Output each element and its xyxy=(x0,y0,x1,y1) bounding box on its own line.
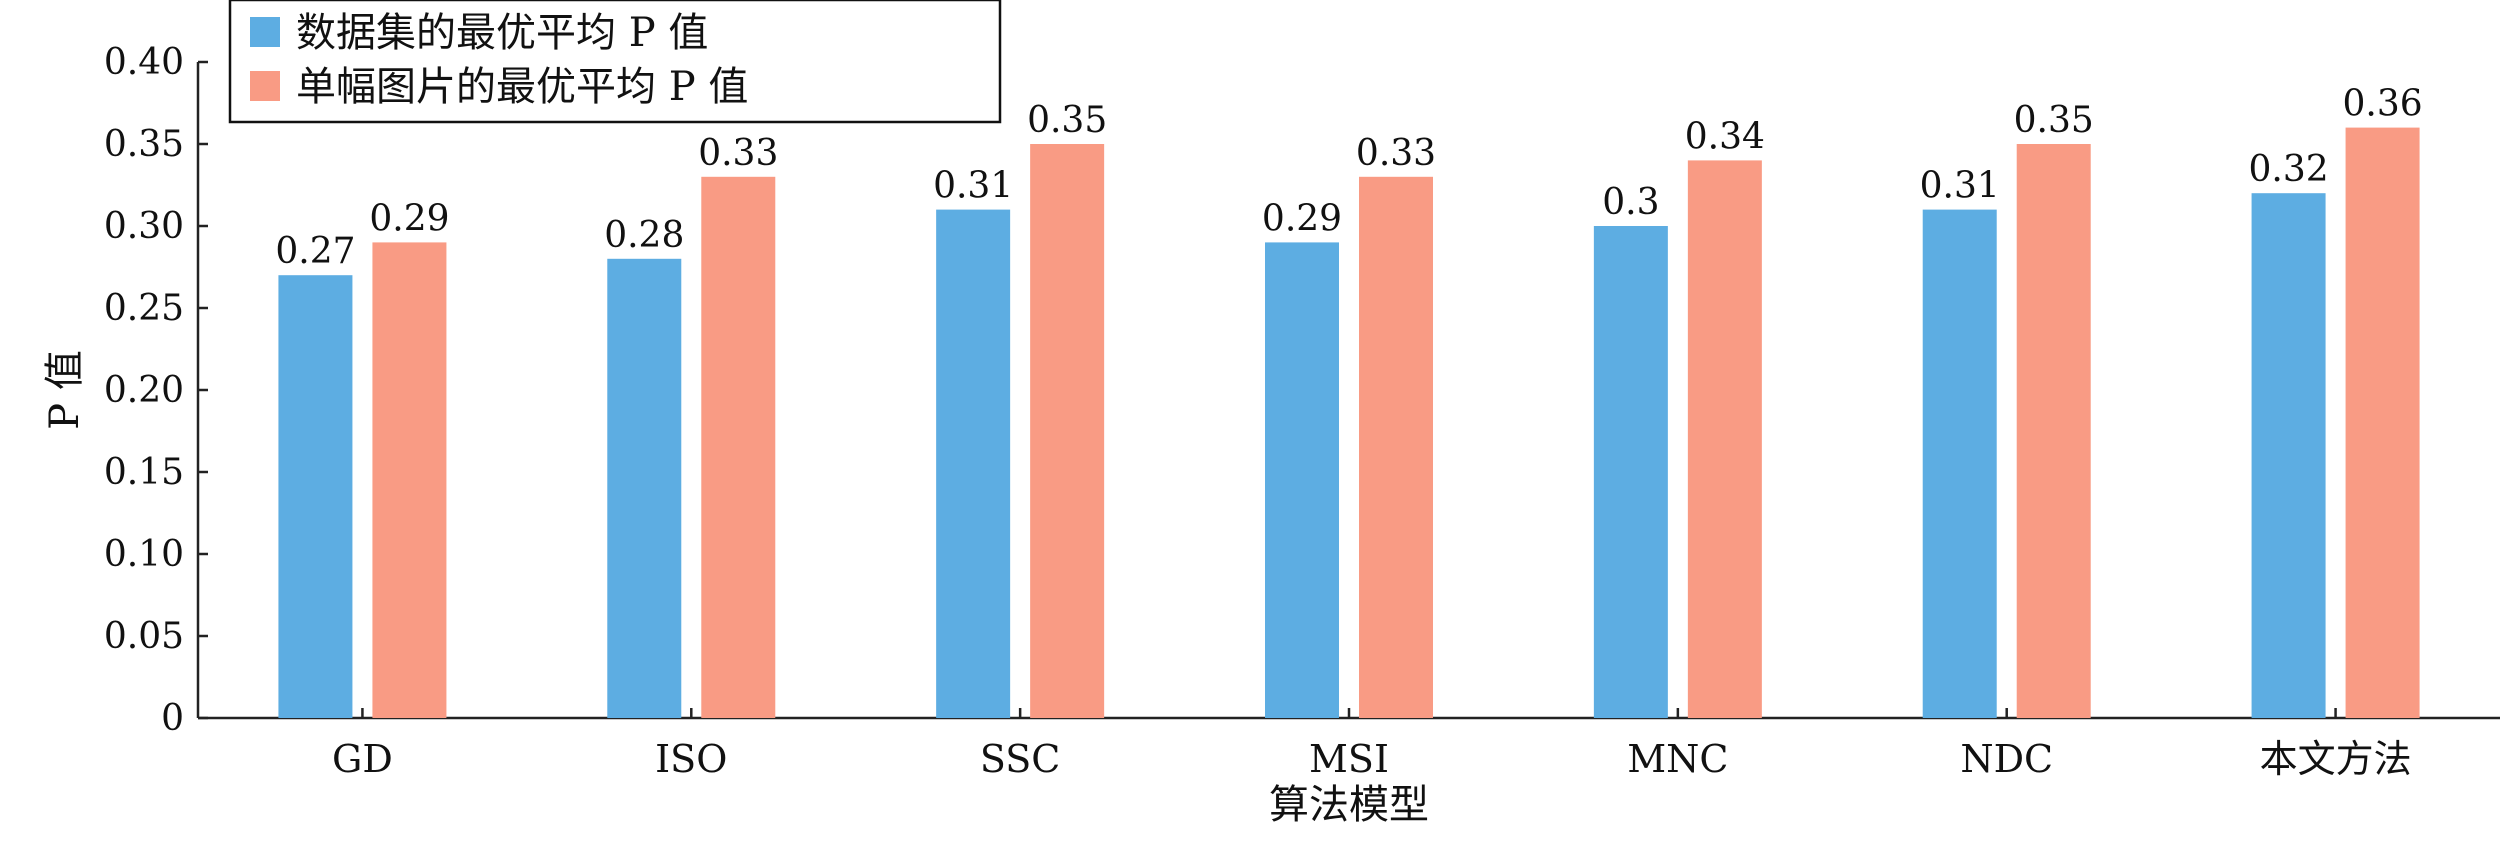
data-label: 0.3 xyxy=(1602,182,1659,223)
data-label: 0.31 xyxy=(933,166,1013,207)
y-tick-label: 0.20 xyxy=(104,370,184,411)
x-tick-label: 本文方法 xyxy=(2260,737,2412,781)
bar-single-image xyxy=(372,242,447,718)
bar-dataset xyxy=(278,275,353,718)
y-tick-label: 0.35 xyxy=(104,124,184,165)
legend-swatch-single-image xyxy=(250,71,280,101)
bar-dataset xyxy=(1593,226,1668,718)
bar-dataset xyxy=(936,209,1011,718)
x-tick-label: SSC xyxy=(980,737,1060,781)
bar-series xyxy=(278,127,2420,719)
bar-single-image xyxy=(2345,127,2420,719)
y-tick-label: 0.30 xyxy=(104,206,184,247)
x-axis-ticks: GD ISO SSC MSI MNC NDC 本文方法 xyxy=(332,708,2412,781)
bar-dataset xyxy=(1922,209,1997,718)
y-tick-label: 0.25 xyxy=(104,288,184,329)
bar-dataset xyxy=(607,258,682,718)
data-label: 0.36 xyxy=(2342,84,2422,125)
data-label: 0.33 xyxy=(698,133,778,174)
legend-box xyxy=(228,0,1002,124)
bar-single-image xyxy=(1030,144,1105,718)
bar-single-image xyxy=(701,176,776,719)
data-label: 0.29 xyxy=(369,198,449,239)
y-tick-label: 0.15 xyxy=(104,452,184,493)
data-label: 0.33 xyxy=(1356,133,1436,174)
bar-single-image xyxy=(1359,176,1433,719)
data-label: 0.32 xyxy=(2248,149,2328,190)
y-axis-ticks: 0 0.05 0.10 0.15 0.20 0.25 0.30 0.35 0.40 xyxy=(104,42,208,739)
data-label: 0.28 xyxy=(604,215,684,256)
x-tick-label: GD xyxy=(332,737,393,781)
x-tick-label: MNC xyxy=(1627,737,1728,781)
legend-swatch-dataset xyxy=(250,17,280,47)
data-label: 0.29 xyxy=(1262,198,1342,239)
legend-label-dataset: 数据集的最优平均 P 值 xyxy=(296,10,708,56)
y-tick-label: 0.10 xyxy=(104,534,184,575)
y-tick-label: 0.40 xyxy=(104,42,184,83)
y-tick-label: 0.05 xyxy=(104,616,184,657)
bar-dataset xyxy=(2251,193,2326,718)
y-tick-label: 0 xyxy=(161,698,184,739)
data-label: 0.31 xyxy=(1920,166,2000,207)
x-axis-title: 算法模型 xyxy=(1269,782,1429,828)
data-label: 0.35 xyxy=(1027,100,1107,141)
x-tick-label: MSI xyxy=(1309,737,1389,781)
bar-single-image xyxy=(1687,160,1762,718)
legend-label-single-image: 单幅图片的最优平均 P 值 xyxy=(296,64,748,110)
bar-single-image xyxy=(2016,144,2091,718)
y-axis-title: P 值 xyxy=(42,350,88,430)
x-tick-label: NDC xyxy=(1960,737,2053,781)
data-label: 0.35 xyxy=(2014,100,2094,141)
data-labels: 0.27 0.29 0.28 0.33 0.31 0.35 0.29 0.33 0.3 0.34 0… xyxy=(275,84,2422,273)
legend: 数据集的最优平均 P 值 单幅图片的最优平均 P 值 xyxy=(228,0,1002,124)
data-label: 0.27 xyxy=(275,231,355,272)
bar-dataset xyxy=(1265,242,1339,718)
data-label: 0.34 xyxy=(1685,116,1765,157)
x-tick-label: ISO xyxy=(655,737,727,781)
